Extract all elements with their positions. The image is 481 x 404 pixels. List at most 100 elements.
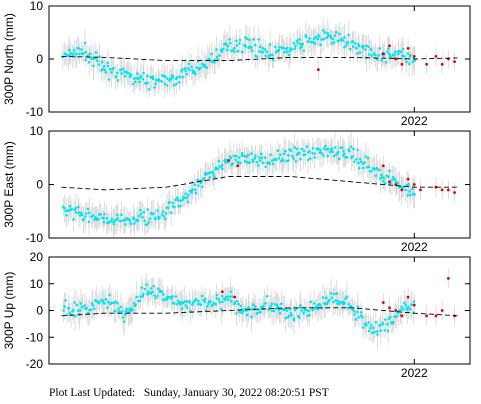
final-point (221, 300, 224, 304)
final-point (86, 207, 90, 211)
final-point (99, 213, 103, 216)
final-point (309, 300, 313, 304)
final-point (231, 162, 234, 165)
final-point (332, 41, 336, 44)
final-point (143, 287, 147, 291)
final-point (209, 171, 212, 175)
final-point (376, 333, 379, 336)
final-point (63, 207, 66, 210)
final-point (405, 60, 408, 64)
final-point (199, 181, 202, 185)
final-point (383, 328, 387, 332)
final-point (238, 38, 242, 42)
final-point (125, 307, 129, 311)
final-point (407, 182, 411, 186)
final-point (172, 302, 176, 305)
final-point (280, 302, 283, 306)
final-point (109, 220, 113, 223)
final-point (394, 50, 397, 54)
final-point (200, 185, 204, 189)
rapid-point (440, 62, 444, 66)
final-point (292, 318, 296, 322)
final-point (272, 58, 275, 62)
final-point (108, 293, 111, 297)
final-point (104, 298, 108, 301)
final-point (343, 301, 346, 305)
plot-updated-timestamp: Sunday, January 30, 2022 08:20:51 PST (143, 387, 329, 399)
final-point (175, 302, 179, 306)
final-point (186, 306, 189, 310)
final-point (316, 37, 319, 41)
final-point (250, 152, 253, 155)
final-point (365, 44, 368, 48)
final-point (295, 147, 299, 151)
final-point (361, 316, 364, 319)
final-point (117, 307, 120, 311)
final-point (396, 52, 400, 56)
final-point (174, 82, 178, 86)
final-point (373, 330, 376, 334)
final-point (242, 154, 246, 158)
final-point (157, 287, 160, 291)
final-point (240, 151, 244, 155)
final-point (255, 160, 259, 164)
final-point (74, 206, 78, 210)
final-point (407, 62, 411, 66)
final-point (87, 220, 91, 224)
final-point (329, 36, 333, 40)
final-point (260, 156, 264, 160)
rapid-point (406, 177, 410, 181)
final-point (388, 315, 392, 319)
final-point (347, 302, 351, 306)
final-point (233, 46, 236, 50)
final-point (87, 60, 91, 64)
final-point (163, 217, 167, 221)
final-point (180, 307, 184, 310)
y-tick-label: -10 (26, 330, 44, 344)
final-point (370, 48, 373, 52)
rapid-point (381, 301, 385, 304)
final-point (78, 309, 82, 312)
final-point (294, 160, 298, 163)
final-point (403, 301, 406, 305)
final-point (411, 187, 414, 191)
final-point (386, 329, 390, 333)
final-point (282, 152, 286, 156)
final-point (120, 72, 123, 75)
final-point (250, 46, 253, 50)
final-point (74, 211, 78, 214)
final-point (378, 47, 382, 50)
final-point (370, 54, 374, 58)
final-point (64, 209, 68, 213)
final-point (294, 44, 297, 48)
final-point (258, 159, 262, 162)
final-point (379, 177, 382, 180)
final-point (217, 298, 221, 301)
final-point (114, 309, 117, 313)
final-point (388, 52, 391, 56)
final-point (242, 310, 245, 313)
final-point (115, 301, 119, 305)
final-point (194, 191, 198, 195)
rapid-point (388, 180, 391, 184)
final-point (302, 49, 306, 52)
final-point (392, 53, 396, 57)
final-point (194, 297, 198, 301)
final-point (129, 222, 133, 226)
final-point (402, 54, 406, 58)
final-point (316, 307, 320, 311)
final-point (71, 308, 75, 312)
final-point (235, 44, 239, 47)
final-point (374, 320, 378, 324)
final-point (252, 303, 255, 307)
final-point (118, 310, 121, 313)
final-point (141, 215, 144, 219)
final-point (238, 42, 241, 45)
final-point (292, 42, 296, 45)
rapid-point (446, 277, 450, 280)
final-point (299, 42, 302, 46)
final-point (318, 304, 322, 307)
final-point (322, 147, 326, 150)
final-point (265, 50, 269, 54)
final-point (311, 151, 314, 155)
